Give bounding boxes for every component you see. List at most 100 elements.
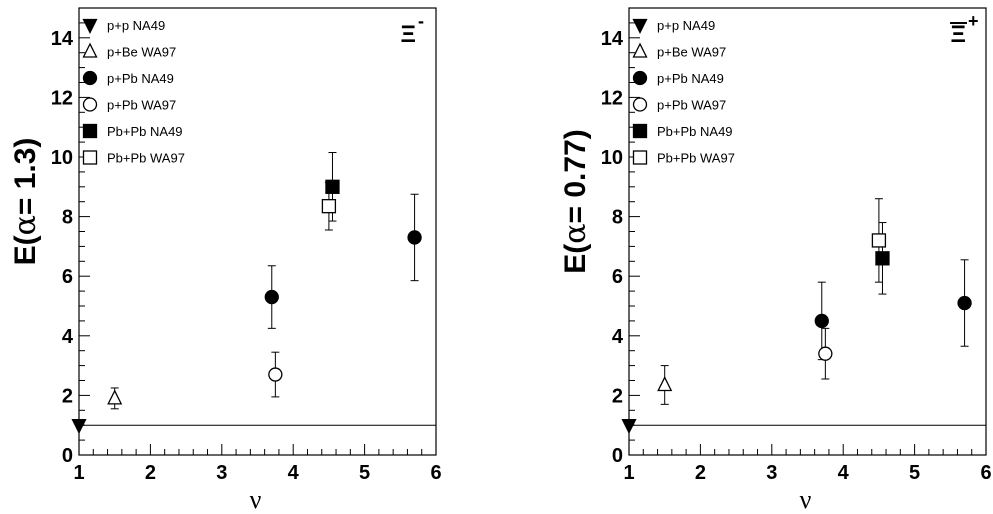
y-tick-label: 6	[62, 266, 73, 288]
legend-label: p+Pb NA49	[107, 71, 174, 86]
legend-item: p+Be WA97	[632, 42, 726, 60]
legend-item: p+Pb NA49	[632, 70, 724, 86]
legend-item: Pb+Pb WA97	[632, 150, 735, 166]
data-points	[621, 198, 972, 435]
particle-symbol: Ξ	[401, 21, 416, 48]
legend-item: p+p NA49	[632, 18, 715, 34]
y-tick-label: 14	[601, 28, 624, 50]
x-axis: 1 2 3 4 5 6	[73, 444, 442, 484]
legend-label: Pb+Pb NA49	[657, 124, 733, 139]
legend-item: p+Be WA97	[82, 42, 176, 60]
data-point	[814, 313, 829, 329]
particle-charge: -	[418, 11, 424, 31]
data-points	[71, 152, 422, 435]
y-tick-label: 0	[62, 445, 73, 467]
y-label-prefix: E(	[559, 244, 592, 274]
x-tick-label: 3	[766, 462, 777, 484]
data-point	[71, 419, 87, 435]
y-axis: 0 2 4 6 8 10 12 14	[601, 7, 640, 467]
y-tick-label: 2	[62, 385, 73, 407]
x-axis: 1 2 3 4 5 6	[623, 444, 992, 484]
legend-label: p+Be WA97	[657, 45, 726, 60]
data-point	[621, 419, 637, 435]
y-tick-label: 8	[62, 207, 73, 229]
legend: p+p NA49 p+Be WA97 p+Pb NA49 p+Pb WA97 Pb+Pb…	[632, 18, 735, 166]
y-tick-label: 2	[612, 385, 623, 407]
legend-label: Pb+Pb WA97	[657, 151, 735, 166]
y-axis-label: E(α= 1.3)	[8, 138, 43, 266]
y-label-suffix: = 0.77)	[559, 129, 592, 223]
x-tick-label: 5	[359, 462, 370, 484]
x-tick-label: 4	[288, 462, 300, 484]
y-tick-label: 0	[612, 445, 623, 467]
particle-symbol: Ξ	[951, 21, 966, 48]
legend-marker	[82, 42, 98, 58]
legend-label: p+Pb NA49	[657, 71, 724, 86]
x-tick-label: 1	[73, 462, 84, 484]
legend-marker	[632, 150, 648, 165]
legend-marker	[632, 123, 648, 139]
legend-label: Pb+Pb NA49	[107, 124, 183, 139]
y-tick-label: 6	[612, 266, 623, 288]
legend: p+p NA49 p+Be WA97 p+Pb NA49 p+Pb WA97 Pb+Pb…	[82, 18, 185, 166]
legend-item: p+Pb WA97	[82, 97, 176, 113]
y-axis: 0 2 4 6 8 10 12 14	[51, 7, 90, 467]
legend-marker	[632, 18, 648, 34]
legend-marker	[82, 150, 98, 165]
y-axis-label: E(α= 0.77)	[558, 129, 593, 274]
legend-label: p+p NA49	[657, 18, 715, 33]
legend-item: p+Pb NA49	[82, 70, 174, 86]
data-point	[657, 376, 673, 392]
legend-label: p+Pb WA97	[107, 98, 176, 113]
data-point	[871, 233, 887, 248]
legend-item: Pb+Pb NA49	[82, 123, 183, 139]
particle-charge: +	[968, 11, 979, 31]
y-label-suffix: = 1.3)	[9, 138, 42, 216]
y-label-alpha: α	[558, 223, 593, 243]
data-point	[321, 199, 337, 214]
y-tick-label: 4	[62, 326, 74, 348]
legend-label: Pb+Pb WA97	[107, 151, 185, 166]
x-tick-label: 3	[216, 462, 227, 484]
y-label-prefix: E(	[9, 235, 42, 265]
x-tick-label: 2	[145, 462, 156, 484]
legend-marker	[632, 70, 648, 86]
x-axis-label: ν	[800, 485, 812, 514]
legend-marker	[82, 18, 98, 34]
y-tick-label: 8	[612, 207, 623, 229]
data-point	[407, 230, 422, 245]
x-tick-label: 6	[980, 462, 991, 484]
legend-item: Pb+Pb NA49	[632, 123, 733, 139]
data-point	[957, 295, 972, 311]
x-tick-label: 4	[838, 462, 850, 484]
data-point	[107, 389, 123, 405]
legend-marker	[632, 42, 648, 58]
legend-label: p+p NA49	[107, 18, 165, 33]
x-tick-label: 1	[623, 462, 634, 484]
legend-item: p+p NA49	[82, 18, 165, 34]
y-tick-label: 12	[601, 87, 623, 109]
y-tick-label: 4	[612, 326, 624, 348]
y-label-alpha: α	[8, 215, 43, 235]
legend-marker	[82, 123, 98, 139]
x-tick-label: 6	[430, 462, 441, 484]
legend-label: p+Pb WA97	[657, 98, 726, 113]
legend-item: p+Pb WA97	[632, 97, 726, 113]
legend-marker	[82, 97, 98, 112]
y-tick-label: 12	[51, 87, 73, 109]
y-tick-label: 10	[51, 147, 73, 169]
particle-label: Ξ-	[401, 11, 424, 48]
legend-label: p+Be WA97	[107, 45, 176, 60]
y-tick-label: 10	[601, 147, 623, 169]
x-tick-label: 2	[695, 462, 706, 484]
particle-label: Ξ +	[950, 11, 979, 48]
legend-marker	[82, 70, 98, 86]
legend-item: Pb+Pb WA97	[82, 150, 185, 166]
data-point	[875, 251, 890, 266]
x-axis-label: ν	[250, 485, 262, 514]
x-tick-label: 5	[909, 462, 920, 484]
legend-marker	[632, 97, 648, 112]
